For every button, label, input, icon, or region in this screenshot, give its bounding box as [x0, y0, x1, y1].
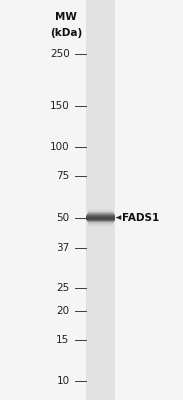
Bar: [88, 223, 113, 225]
Bar: [87, 215, 115, 216]
Bar: [86, 218, 115, 220]
Bar: [87, 214, 115, 216]
Bar: [88, 210, 113, 211]
Bar: [87, 221, 114, 222]
Bar: [88, 226, 113, 227]
Bar: [88, 211, 113, 213]
Text: MW: MW: [55, 12, 77, 22]
Text: 25: 25: [56, 283, 70, 293]
Bar: [88, 223, 113, 224]
Text: 50: 50: [56, 212, 70, 222]
Bar: [87, 220, 114, 222]
Bar: [86, 218, 115, 219]
Bar: [86, 218, 115, 220]
Text: 250: 250: [50, 49, 70, 59]
Text: 150: 150: [50, 101, 70, 111]
Bar: [87, 214, 114, 216]
Bar: [88, 211, 113, 212]
Bar: [87, 213, 114, 214]
Text: FADS1: FADS1: [122, 212, 159, 222]
Bar: [86, 0, 115, 400]
Text: 20: 20: [56, 306, 70, 316]
Bar: [88, 224, 113, 225]
Bar: [87, 214, 114, 215]
Bar: [88, 208, 113, 210]
Text: 10: 10: [56, 376, 70, 386]
Bar: [88, 225, 113, 226]
Text: 100: 100: [50, 142, 70, 152]
Bar: [87, 212, 114, 214]
Bar: [88, 224, 113, 226]
Bar: [88, 224, 113, 226]
Bar: [88, 209, 113, 211]
Bar: [87, 219, 115, 220]
Bar: [88, 226, 113, 228]
Bar: [87, 220, 114, 222]
Bar: [88, 209, 113, 210]
Bar: [86, 217, 115, 219]
Bar: [87, 221, 114, 223]
Bar: [86, 216, 115, 217]
Bar: [88, 212, 113, 213]
Bar: [88, 222, 113, 224]
Bar: [87, 220, 115, 221]
Bar: [86, 215, 115, 217]
Bar: [88, 222, 114, 223]
Text: (kDa): (kDa): [50, 28, 82, 38]
Text: 15: 15: [56, 335, 70, 345]
Bar: [86, 216, 115, 218]
Bar: [88, 210, 113, 212]
Bar: [88, 208, 113, 210]
Bar: [86, 217, 115, 218]
Text: 37: 37: [56, 243, 70, 253]
Text: 75: 75: [56, 171, 70, 181]
Bar: [88, 212, 114, 214]
